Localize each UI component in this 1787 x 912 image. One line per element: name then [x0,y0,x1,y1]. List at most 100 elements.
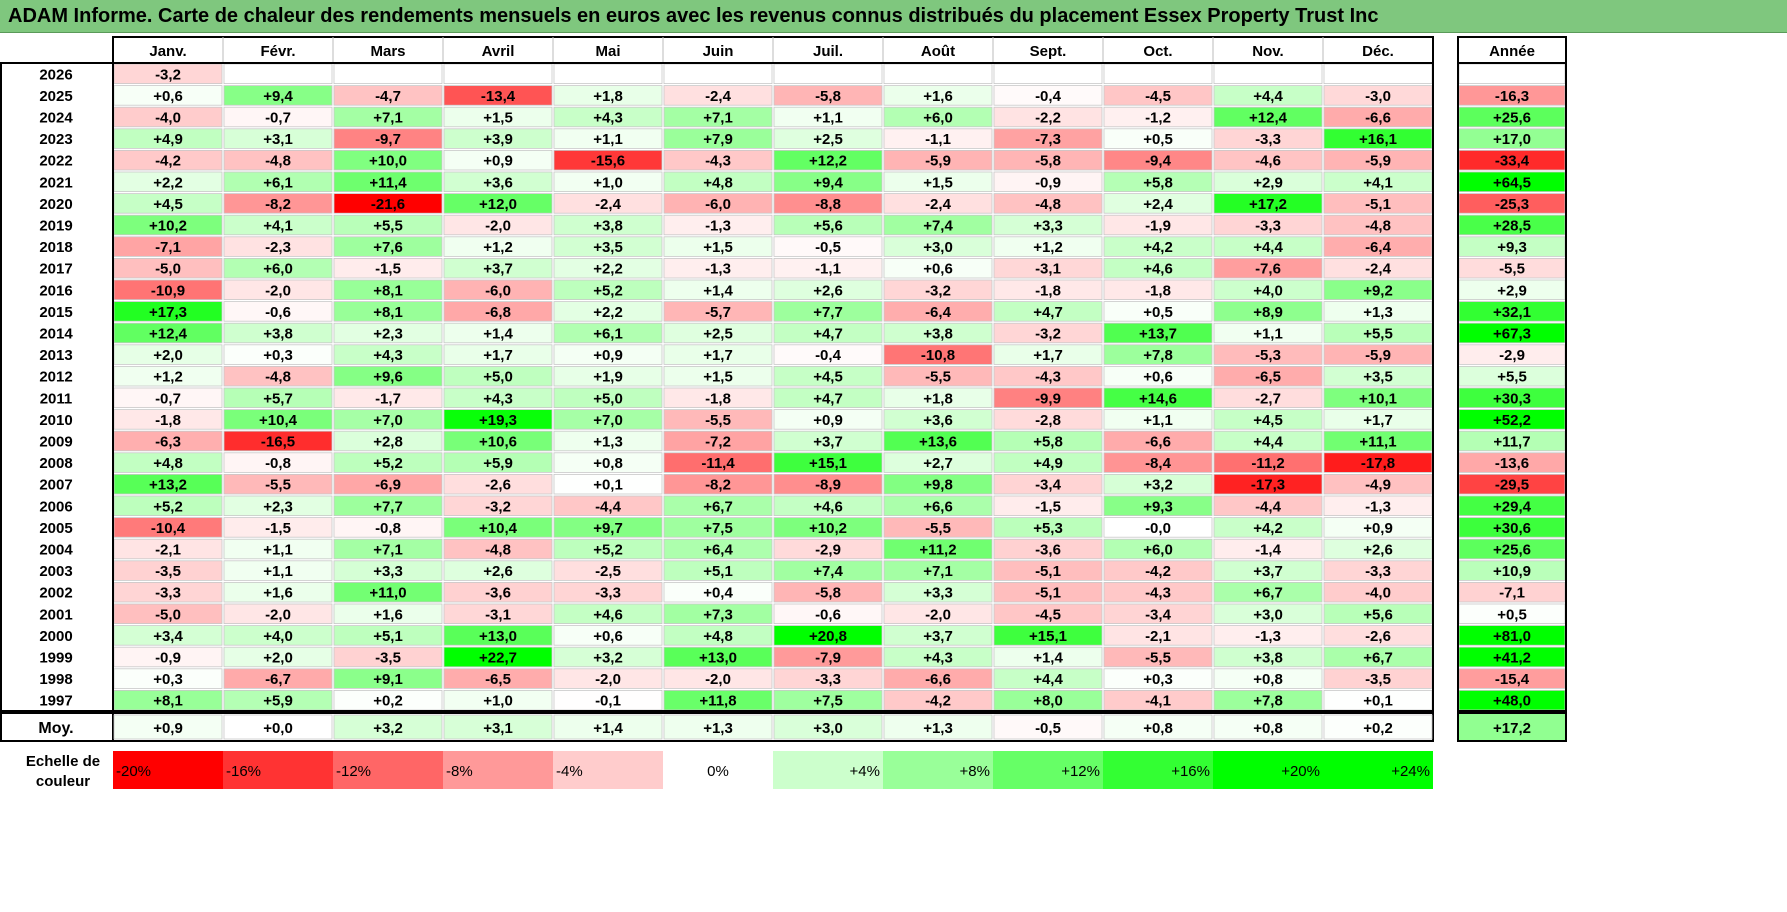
cell-value: +0,9 [593,347,623,364]
annual-value: +52,2 [1493,412,1531,429]
year-label: 2010 [39,412,72,429]
heat-cell [333,193,443,214]
cell-value: +1,2 [483,239,513,256]
heat-cell [1213,85,1323,106]
cell-value: +0,9 [813,412,843,429]
annual-value: +5,5 [1497,369,1527,386]
cell-value: -4,6 [1255,153,1281,170]
cell-value: +13,7 [1139,326,1177,343]
heat-cell [1213,560,1323,581]
heat-cell [553,473,663,495]
average-value: +0,2 [1363,720,1393,737]
cell-value: +0,1 [1363,693,1393,710]
heat-cell [553,430,663,452]
cell-value: +13,2 [149,477,187,494]
cell-value: +3,1 [263,131,293,148]
heat-cell [223,344,333,365]
cell-value: -2,4 [705,88,732,105]
year-label: 2001 [39,606,72,623]
heat-cell [333,301,443,322]
heat-cell [883,301,993,322]
cell-value: -0,1 [595,693,621,710]
heat-cell [223,582,333,603]
cell-value: +3,8 [1253,650,1283,667]
heat-cell [663,63,773,85]
cell-value: +2,9 [1253,174,1283,191]
month-header: Nov. [1252,43,1283,60]
cell-value: +4,9 [1033,455,1063,472]
year-label: 2024 [39,110,73,127]
cell-value: -5,3 [1255,347,1281,364]
heat-cell [1213,646,1323,668]
heat-cell [1213,668,1323,689]
heat-cell [443,344,553,365]
heat-cell [223,668,333,689]
year-label: 2022 [39,153,72,170]
cell-value: +4,9 [153,131,183,148]
cell-value: -0,5 [815,239,841,256]
heat-cell [663,193,773,214]
cell-value: -6,6 [1365,110,1391,127]
cell-value: -4,9 [1365,477,1391,494]
year-label: 2017 [39,261,72,278]
cell-value: +8,1 [373,282,403,299]
heat-cell [883,430,993,452]
cell-value: -2,6 [485,477,511,494]
cell-value: +0,5 [1143,131,1173,148]
cell-value: -3,1 [485,606,511,623]
cell-value: -1,3 [1255,628,1281,645]
cell-value: -5,5 [925,369,951,386]
heat-cell [883,387,993,409]
cell-value: +4,0 [263,628,293,645]
cell-value: +2,5 [703,326,733,343]
heat-cell [553,279,663,301]
heat-cell [333,387,443,409]
average-value: +3,1 [483,720,513,737]
cell-value: -4,4 [595,498,622,515]
cell-value: +3,7 [813,434,843,451]
heat-cell [333,171,443,193]
heat-cell [1213,603,1323,625]
heat-cell [553,517,663,538]
cell-value: -7,6 [1255,261,1281,278]
heat-cell [1103,387,1213,409]
heat-cell [333,409,443,430]
heat-cell [663,301,773,322]
average-value: +0,8 [1253,720,1283,737]
heat-cell [773,236,883,257]
average-value: +0,8 [1143,720,1173,737]
cell-value: -8,2 [265,196,291,213]
heat-cell [993,387,1103,409]
cell-value: +5,5 [1363,326,1393,343]
heat-cell [773,538,883,560]
cell-value: -8,8 [815,196,841,213]
heat-cell [1103,646,1213,668]
heat-cell [883,538,993,560]
cell-value: -4,2 [925,693,951,710]
heat-cell [1213,495,1323,517]
cell-value: -9,7 [375,131,401,148]
cell-value: -13,4 [481,88,516,105]
annual-value: +2,9 [1497,282,1527,299]
cell-value: -0,0 [1145,520,1171,537]
cell-value: +0,3 [263,347,293,364]
heat-cell [663,257,773,279]
cell-value: -4,2 [155,153,181,170]
cell-value: +1,5 [703,239,733,256]
annual-value: -7,1 [1499,585,1525,602]
cell-value: +6,6 [923,498,953,515]
heat-cell [443,646,553,668]
cell-value: +4,0 [1253,282,1283,299]
cell-value: -1,9 [1145,218,1171,235]
heat-cell [883,128,993,149]
cell-value: +1,1 [813,110,843,127]
heat-cell [443,301,553,322]
heat-cell [1103,668,1213,689]
heat-cell [553,322,663,344]
heat-cell [1103,301,1213,322]
scale-swatch [883,751,993,789]
heat-cell [333,85,443,106]
average-value: +3,2 [373,720,403,737]
average-cell [1103,714,1213,740]
cell-value: -5,7 [705,304,731,321]
